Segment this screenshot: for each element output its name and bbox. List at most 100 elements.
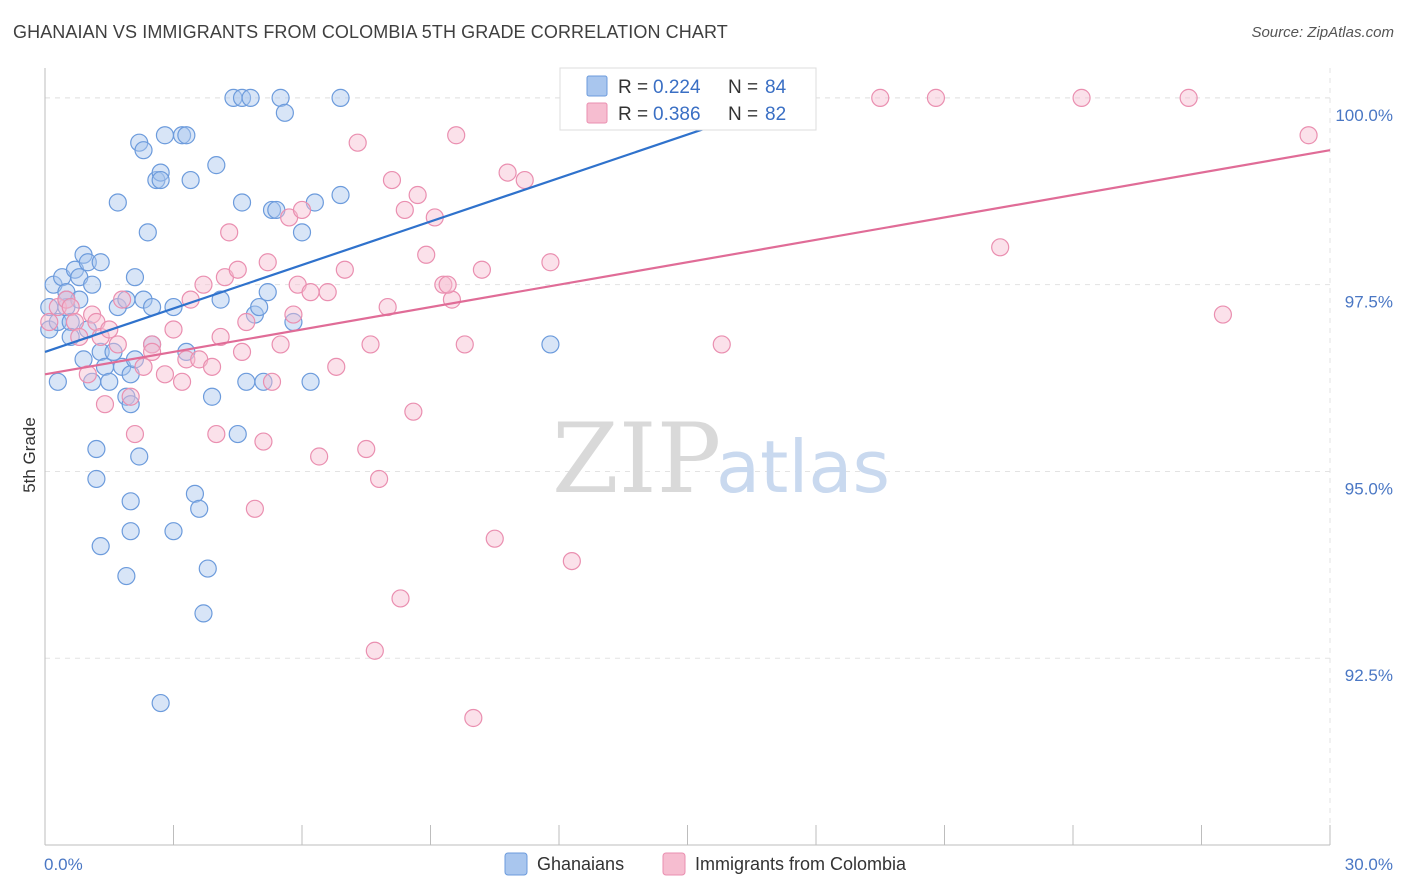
data-point (1072, 88, 1091, 107)
trend-line (44, 111, 753, 353)
data-point (91, 342, 110, 362)
trendlines (44, 111, 1331, 376)
data-point (108, 193, 127, 212)
bottom-legend: Ghanaians Immigrants from Colombia (504, 852, 907, 876)
top-legend: R = 0.224 N = 84 R = 0.386 N = 82 (559, 67, 817, 131)
data-point (125, 268, 145, 287)
data-point (121, 387, 140, 406)
data-point (91, 253, 110, 272)
data-point (207, 156, 226, 175)
data-point (357, 439, 376, 459)
legend-r-value-colombia: 0.386 (653, 104, 701, 125)
trend-line (44, 149, 1331, 376)
data-point (155, 126, 175, 145)
data-point (112, 290, 132, 309)
data-point (177, 350, 196, 369)
data-point (404, 402, 423, 421)
data-point (164, 320, 183, 339)
data-point (125, 424, 145, 444)
data-point (194, 604, 213, 623)
x-tick-labels: 0.0% 30.0% (44, 855, 1393, 874)
data-point (455, 335, 474, 354)
watermark: ZIP atlas (552, 403, 890, 515)
bottom-legend-colombia: Immigrants from Colombia (695, 854, 907, 874)
data-point (541, 335, 560, 354)
data-point (348, 133, 367, 152)
data-point (87, 439, 106, 459)
data-point (361, 335, 380, 354)
data-point (228, 424, 247, 444)
data-point (164, 297, 183, 317)
data-point (271, 88, 290, 107)
data-point (61, 297, 80, 317)
y-tick-label: 100.0% (1335, 106, 1393, 125)
data-point (138, 223, 157, 242)
legend-r-value-ghanaians: 0.224 (653, 77, 701, 98)
data-point (220, 223, 239, 242)
data-point (151, 170, 170, 190)
data-point (237, 372, 256, 391)
data-point (78, 253, 97, 272)
data-point (181, 170, 200, 190)
data-point (712, 335, 731, 354)
data-point (155, 365, 175, 384)
data-point (331, 185, 350, 205)
data-point (434, 275, 453, 294)
data-point (142, 335, 162, 354)
data-point (515, 170, 534, 190)
data-point (100, 372, 119, 391)
data-point (134, 357, 153, 376)
data-point (142, 342, 162, 362)
data-point (207, 424, 226, 444)
data-point (262, 372, 282, 391)
data-point (485, 529, 504, 548)
data-point (1299, 126, 1318, 145)
data-point (391, 589, 410, 608)
data-point (395, 200, 414, 220)
data-point (245, 499, 264, 518)
data-point (258, 253, 277, 272)
data-point (991, 238, 1010, 257)
data-point (562, 551, 581, 571)
bottom-legend-swatch-colombia (662, 852, 686, 876)
data-point (40, 312, 59, 332)
data-point (541, 253, 560, 272)
legend-n-label: N = (728, 77, 758, 98)
data-point (87, 469, 106, 489)
data-point (108, 335, 127, 354)
data-point (365, 641, 384, 660)
data-point (241, 88, 260, 107)
data-point (202, 357, 222, 376)
data-point (335, 260, 354, 279)
data-point (438, 275, 457, 294)
data-point (164, 522, 183, 541)
data-point (301, 283, 320, 302)
data-point (172, 126, 192, 145)
data-point (232, 193, 252, 212)
legend-n-value-ghanaians: 84 (765, 77, 787, 98)
y-tick-label: 95.0% (1345, 479, 1393, 498)
watermark-zip: ZIP (552, 403, 721, 515)
data-point (228, 260, 247, 279)
data-point (327, 357, 346, 376)
data-point (926, 88, 946, 107)
data-point (271, 335, 290, 354)
data-point (370, 469, 389, 489)
data-point (130, 447, 149, 466)
x-tick-label: 30.0% (1345, 855, 1393, 874)
data-point (464, 708, 483, 728)
chart-title: GHANAIAN VS IMMIGRANTS FROM COLOMBIA 5TH… (13, 22, 728, 42)
data-point (172, 372, 192, 391)
data-point (211, 327, 230, 347)
data-point (1179, 88, 1198, 107)
data-point (331, 88, 350, 107)
data-point (447, 126, 466, 145)
y-tick-label: 92.5% (1345, 666, 1393, 685)
watermark-atlas: atlas (716, 425, 890, 509)
bottom-legend-swatch-ghanaians (504, 852, 528, 876)
data-point (117, 566, 136, 586)
legend-swatch-ghanaians (586, 75, 608, 97)
y-tick-label: 97.5% (1345, 293, 1393, 312)
data-point (48, 372, 67, 391)
